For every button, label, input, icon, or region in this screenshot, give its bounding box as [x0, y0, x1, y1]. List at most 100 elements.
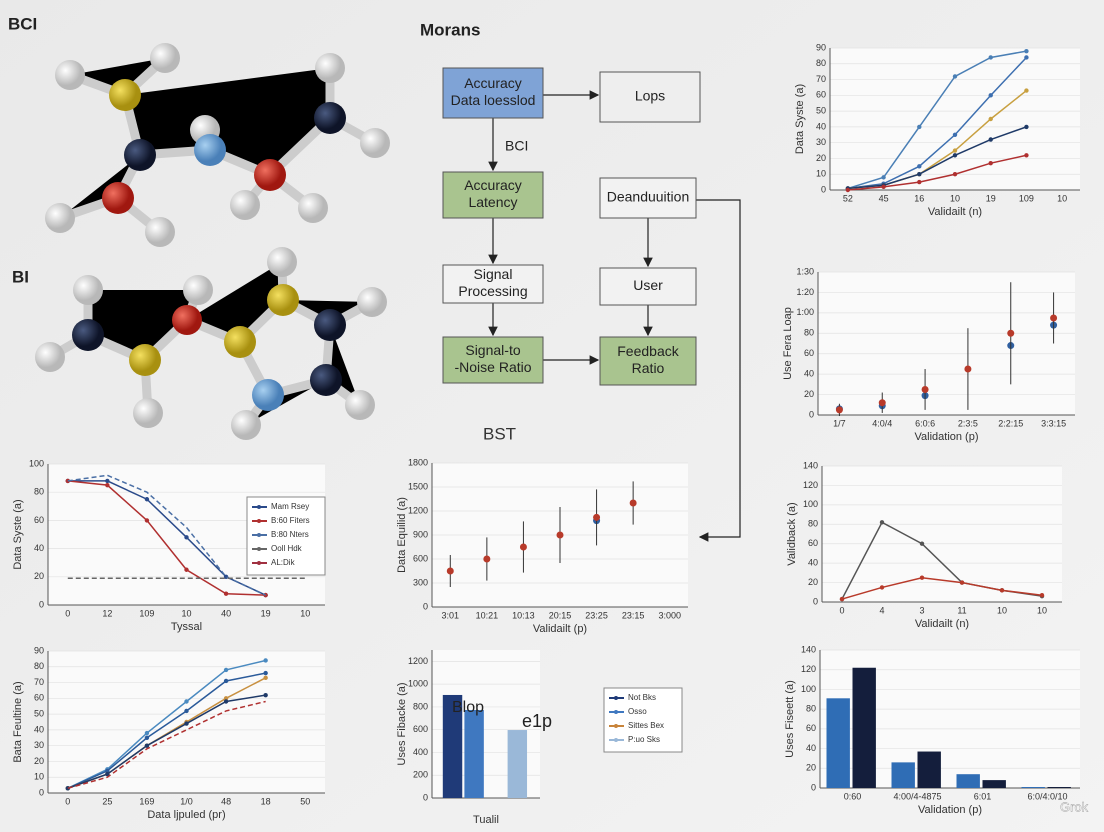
plot-area — [818, 272, 1075, 415]
edge-label: BCI — [505, 138, 528, 154]
point — [593, 513, 601, 521]
y-tick-label: 0 — [821, 184, 826, 194]
point — [1024, 48, 1029, 54]
point — [952, 148, 958, 153]
point — [999, 588, 1005, 593]
y-tick-label: 60 — [34, 515, 44, 525]
y-tick-label: 0 — [813, 596, 818, 606]
y-tick-label: 20 — [816, 153, 826, 163]
point — [144, 518, 150, 523]
point — [879, 520, 885, 525]
y-axis-label: Use Fera Loap — [782, 307, 794, 380]
x-tick-label: 2:2:15 — [998, 418, 1023, 428]
point — [223, 591, 229, 596]
x-tick-label: 10 — [1057, 193, 1067, 203]
flow-node-label: Feedback — [617, 343, 679, 359]
line — [67, 700, 266, 789]
label: BST — [483, 424, 516, 443]
y-tick-label: 80 — [34, 487, 44, 497]
x-tick-label: 169 — [139, 796, 154, 806]
x-tick-label: 4:00/4-4875 — [893, 791, 941, 801]
legend-label: Not Bks — [628, 693, 656, 702]
x-tick-label: 23:25 — [585, 610, 608, 620]
line — [847, 154, 1027, 191]
point — [988, 137, 993, 142]
point — [845, 187, 851, 193]
x-tick-label: 3:3:15 — [1041, 418, 1066, 428]
point — [1007, 329, 1015, 337]
point — [223, 696, 229, 701]
point — [881, 175, 886, 180]
legend-label: Osso — [628, 707, 647, 716]
legend-swatch — [257, 533, 261, 537]
y-tick-label: 20 — [808, 577, 818, 587]
flow-node-label: Signal-to — [465, 342, 520, 358]
flow-node — [599, 71, 701, 123]
point — [988, 160, 993, 166]
x-tick-label: 4 — [879, 605, 884, 615]
flow-node-label: -Noise Ratio — [454, 359, 531, 375]
y-tick-label: 0 — [423, 792, 428, 802]
y-tick-label: 1500 — [408, 481, 428, 491]
point — [144, 497, 150, 502]
x-axis-label: Tyssal — [171, 621, 202, 633]
y-tick-label: 60 — [816, 90, 826, 100]
legend-swatch — [614, 738, 618, 742]
point — [223, 678, 229, 684]
y-tick-label: 40 — [804, 369, 814, 379]
y-tick-label: 100 — [803, 499, 818, 509]
x-tick-label: 0 — [65, 796, 70, 806]
x-tick-label: 48 — [221, 796, 231, 806]
flow-node-label: Processing — [458, 283, 527, 299]
y-tick-label: 40 — [34, 543, 44, 553]
x-tick-label: 0 — [839, 605, 844, 615]
line — [67, 694, 266, 789]
legend-label: P:uo Sks — [628, 735, 660, 744]
legend-label: Mam Rsey — [271, 502, 309, 511]
y-axis-label: Data Equilid (a) — [396, 497, 408, 573]
x-tick-label: 10 — [950, 193, 960, 203]
y-axis-label: Uses Fiseett (a) — [784, 680, 796, 758]
y-tick-label: 400 — [413, 747, 428, 757]
point — [917, 164, 922, 169]
bar — [917, 751, 941, 788]
y-tick-label: 1200 — [408, 505, 428, 515]
y-tick-label: 100 — [801, 684, 816, 694]
bar — [507, 730, 528, 798]
point — [919, 575, 925, 580]
point — [988, 93, 993, 98]
y-tick-label: 1:20 — [796, 287, 814, 297]
flow-node-label: Deanduuition — [607, 189, 690, 205]
y-tick-label: 20 — [804, 389, 814, 399]
flow-node — [442, 336, 544, 384]
x-tick-label: 6:01 — [974, 791, 992, 801]
y-tick-label: 1:30 — [796, 266, 814, 276]
y-tick-label: 40 — [816, 121, 826, 131]
x-axis-label: Validation (p) — [918, 804, 982, 816]
point — [1024, 88, 1029, 93]
point — [952, 74, 958, 79]
point — [881, 184, 886, 190]
bar — [1021, 787, 1045, 788]
flow-node-label: Latency — [468, 194, 517, 210]
y-tick-label: 60 — [34, 693, 44, 703]
y-tick-label: 20 — [806, 763, 816, 773]
point — [878, 399, 886, 407]
line — [847, 50, 1027, 190]
x-tick-label: 20:15 — [549, 610, 572, 620]
point — [1024, 55, 1029, 60]
x-tick-label: 19 — [261, 608, 271, 618]
watermark: Grok — [1060, 799, 1089, 814]
bar — [1047, 787, 1071, 788]
y-tick-label: 120 — [801, 664, 816, 674]
point — [519, 543, 527, 551]
x-tick-label: 3:000 — [658, 610, 681, 620]
bar — [464, 709, 484, 798]
y-tick-label: 600 — [413, 724, 428, 734]
x-tick-label: 6:0:6 — [915, 418, 935, 428]
y-tick-label: 600 — [413, 553, 428, 563]
plot-area — [830, 48, 1080, 190]
x-tick-label: 10 — [997, 605, 1007, 615]
x-tick-label: 25 — [102, 796, 112, 806]
x-tick-label: 2:3:5 — [958, 418, 978, 428]
